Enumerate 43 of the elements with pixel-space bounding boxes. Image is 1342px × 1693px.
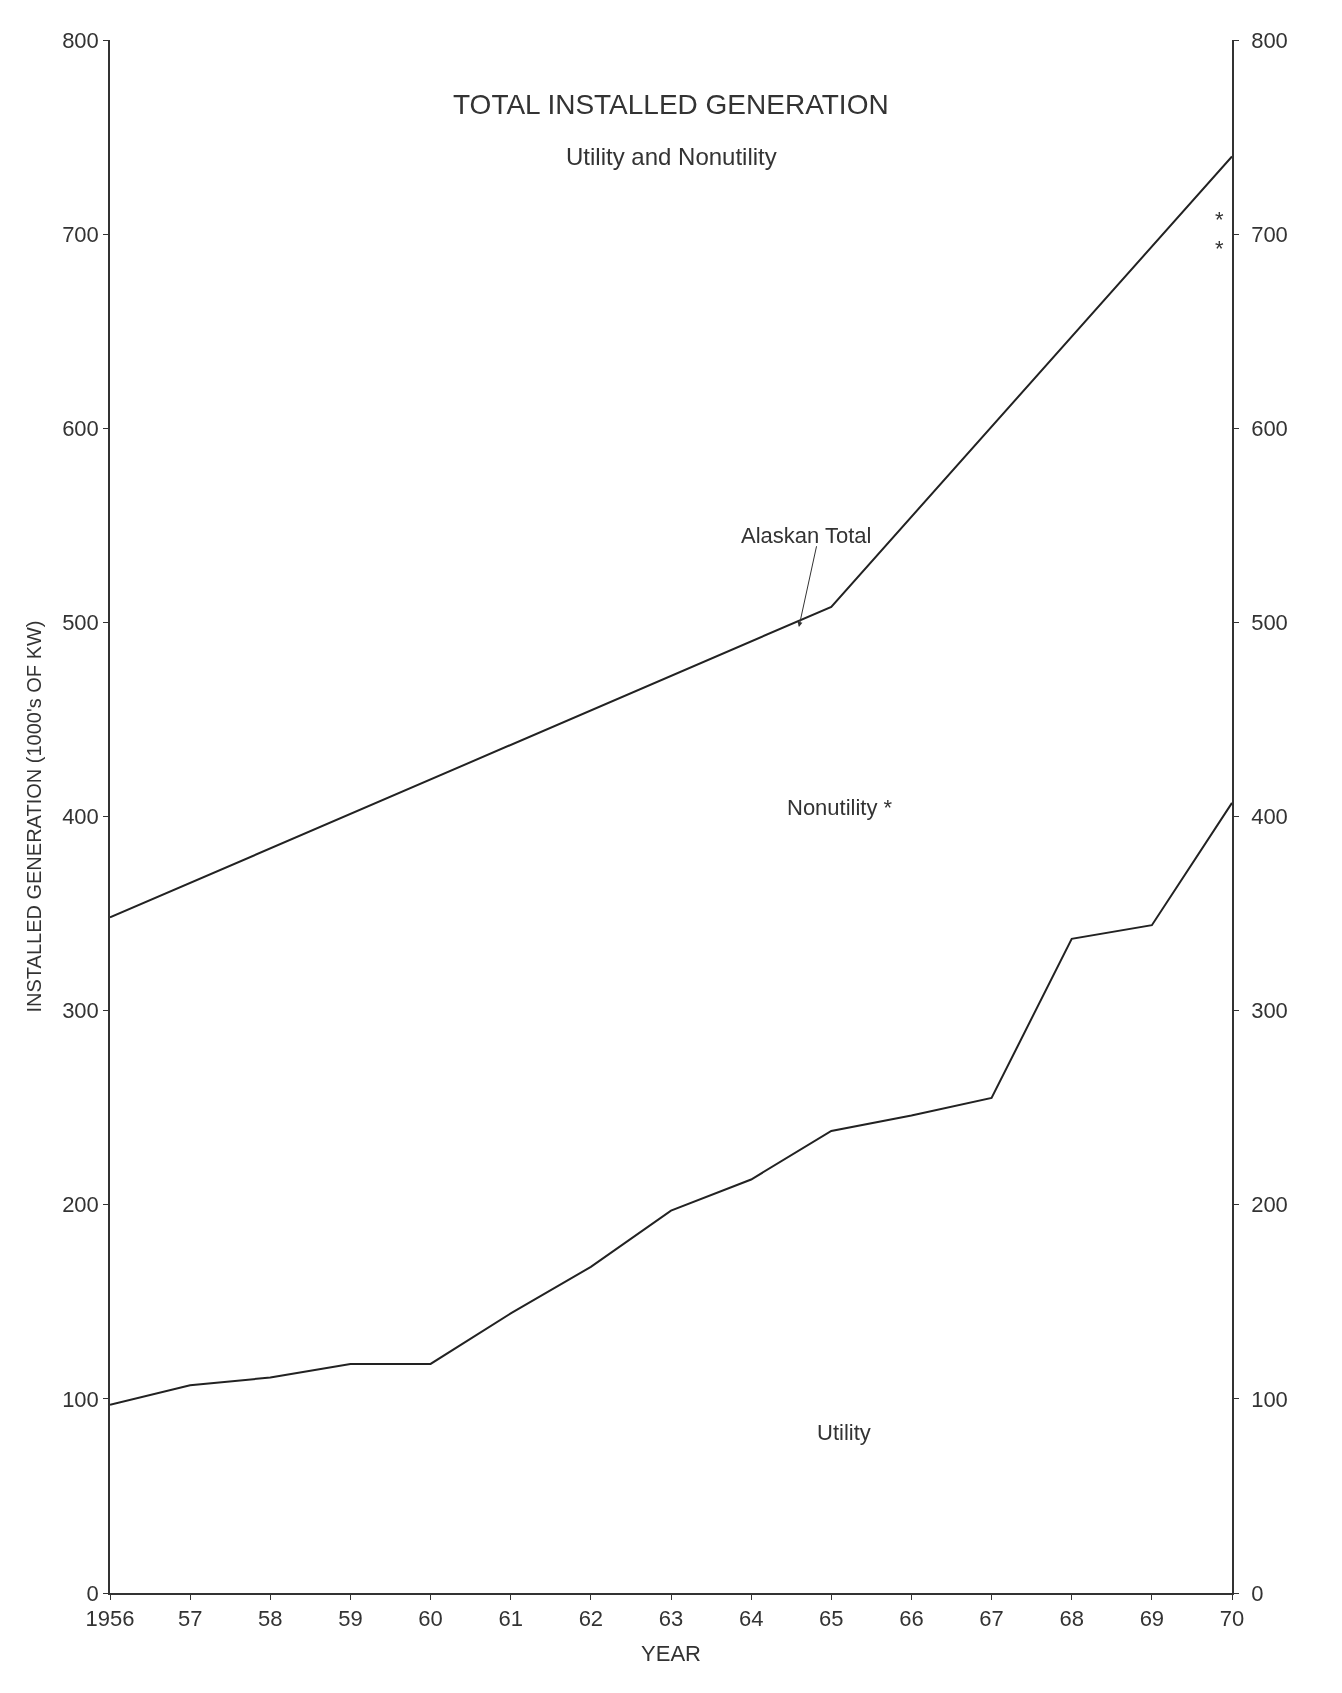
annotation: * [1215, 207, 1224, 232]
x-tick-label: 67 [979, 1606, 1004, 1632]
x-tick-label: 63 [658, 1606, 684, 1632]
y2-tick-label: 100 [1251, 1386, 1288, 1412]
x-tick-label: 70 [1219, 1606, 1245, 1632]
x-axis-title: YEAR [641, 1640, 701, 1666]
x-tick-label: 1956 [85, 1606, 135, 1632]
annotation: Alaskan Total [741, 523, 872, 548]
y2-tick-label: 500 [1251, 610, 1288, 636]
x-tick-label: 59 [338, 1606, 363, 1632]
x-tick-label: 69 [1139, 1606, 1165, 1632]
y-tick-label: 200 [62, 1192, 99, 1218]
x-tick-label: 66 [899, 1606, 924, 1632]
line-series [110, 801, 1232, 1406]
x-tick-label: 62 [578, 1606, 604, 1632]
y-tick-label: 700 [62, 221, 99, 247]
text: TOTAL INSTALLED GENERATION [453, 89, 889, 120]
x-tick-label: 58 [258, 1606, 283, 1632]
y2-tick-label: 800 [1251, 27, 1288, 53]
y-axis-title: INSTALLED GENERATION (1000's OF KW) [23, 620, 46, 1013]
y2-tick-label: 600 [1251, 415, 1288, 441]
y-tick-label: 400 [62, 804, 99, 830]
annotation: Utility [817, 1420, 871, 1445]
y-tick-label: 500 [62, 610, 99, 636]
x-tick-label: 57 [177, 1606, 203, 1632]
y-tick-label: 600 [62, 415, 99, 441]
y-tick-label: 100 [62, 1386, 99, 1412]
y-tick-label: 300 [62, 998, 99, 1024]
x-tick-label: 64 [738, 1606, 764, 1632]
x-tick-label: 65 [819, 1606, 844, 1632]
x-tick-label: 61 [498, 1606, 523, 1632]
x-tick-label: 68 [1059, 1606, 1084, 1632]
text: Utility and Nonutility [566, 143, 777, 170]
annotation: * [1215, 236, 1224, 261]
y2-tick-label: 400 [1251, 804, 1288, 830]
y2-tick-label: 0 [1251, 1580, 1264, 1606]
y-tick-label: 800 [62, 27, 99, 53]
y2-tick-label: 700 [1251, 221, 1288, 247]
x-tick-label: 60 [418, 1606, 443, 1632]
annotation: Nonutility * [787, 795, 893, 820]
y2-tick-label: 300 [1251, 998, 1288, 1024]
y-tick-label: 0 [86, 1580, 99, 1606]
y2-tick-label: 200 [1251, 1192, 1288, 1218]
